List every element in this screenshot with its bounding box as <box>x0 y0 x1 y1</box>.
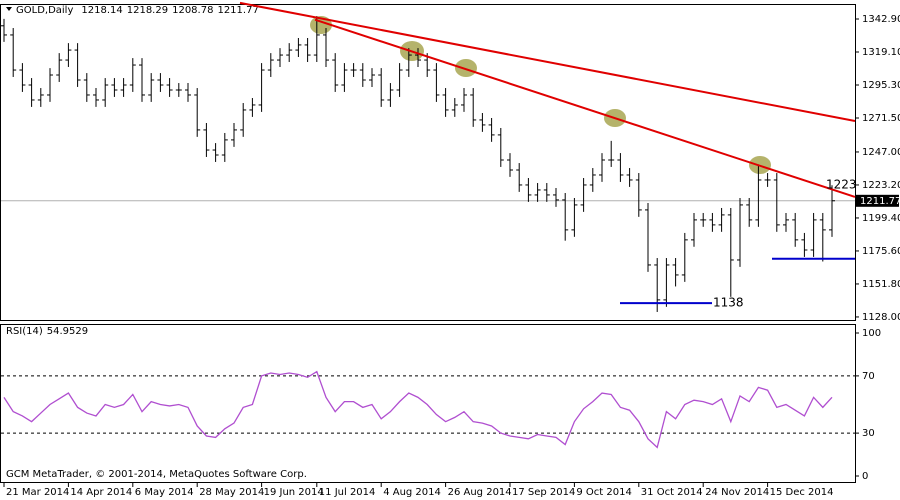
y-tick-label: 1342.90 <box>862 14 900 25</box>
y-tick-label: 1247.00 <box>862 147 900 158</box>
price-panel <box>0 4 856 321</box>
quote-value: 1208.78 <box>172 5 213 16</box>
quote-value: 1211.77 <box>217 5 258 16</box>
y-tick-label: 1128.00 <box>862 312 900 323</box>
trendline <box>314 18 856 198</box>
quote-value: 1218.29 <box>127 5 168 16</box>
x-tick-label: 24 Nov 2014 <box>705 487 769 498</box>
y-tick-label: 1271.50 <box>862 113 900 124</box>
x-tick-label: 19 Jun 2014 <box>264 487 324 498</box>
x-tick-label: 4 Aug 2014 <box>383 487 441 498</box>
marker <box>455 59 477 77</box>
footer: GCM MetaTrader, © 2001-2014, MetaQuotes … <box>6 469 307 480</box>
x-tick-label: 6 May 2014 <box>135 487 194 498</box>
trendline <box>239 1 856 123</box>
quote-value: 1218.14 <box>81 5 122 16</box>
y-tick-label: 1151.80 <box>862 279 900 290</box>
y-tick-label: 70 <box>862 371 875 382</box>
rsi-last-value: 54.9529 <box>47 326 88 337</box>
rsi-title: RSI(14) <box>6 326 43 337</box>
y-tick-label: 1223.20 <box>862 180 900 191</box>
x-tick-label: 31 Oct 2014 <box>641 487 703 498</box>
rsi-panel <box>0 324 856 483</box>
annotation: 1138 <box>713 296 744 310</box>
y-tick-label: 1295.30 <box>862 80 900 91</box>
x-tick-label: 14 Apr 2014 <box>70 487 132 498</box>
rsi-line <box>3 370 833 449</box>
y-tick-label: 1319.10 <box>862 47 900 58</box>
x-tick-label: 11 Jul 2014 <box>319 487 376 498</box>
y-tick-label: 1175.60 <box>862 246 900 257</box>
current-price-box <box>856 194 899 207</box>
y-tick-label: 0 <box>862 471 868 482</box>
x-tick-label: 9 Oct 2014 <box>576 487 631 498</box>
y-tick-label: 30 <box>862 428 875 439</box>
price-bars <box>1 16 835 312</box>
annotation: 1223 <box>826 178 857 192</box>
x-tick-label: 26 Aug 2014 <box>448 487 512 498</box>
x-tick-label: 17 Sep 2014 <box>512 487 575 498</box>
y-tick-label: 1199.40 <box>862 213 900 224</box>
symbol-title: GOLD,Daily <box>16 5 73 16</box>
y-tick-label: 100 <box>862 328 881 339</box>
x-tick-label: 21 Mar 2014 <box>6 487 69 498</box>
x-tick-label: 28 May 2014 <box>199 487 264 498</box>
x-tick-label: 15 Dec 2014 <box>770 487 834 498</box>
current-price-label: 1211.77 <box>860 196 900 207</box>
menu-arrow <box>6 7 12 11</box>
